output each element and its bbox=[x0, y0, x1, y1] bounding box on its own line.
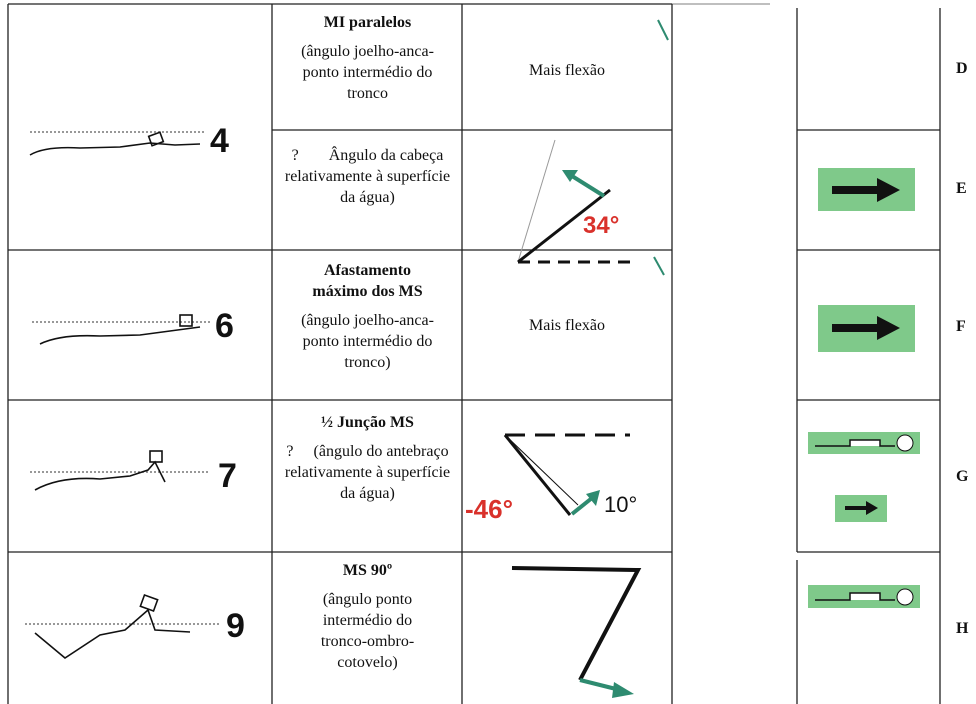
figure-number: 4 bbox=[210, 122, 229, 160]
swimmer-figures-part bbox=[147, 131, 165, 147]
description: Afastamento máximo dos MS (ângulo joelho… bbox=[280, 260, 455, 373]
figure-number: 9 bbox=[226, 607, 245, 645]
figure-number: 6 bbox=[215, 307, 234, 345]
green-indicators-part bbox=[896, 588, 914, 606]
description-detail: (ângulo joelho-anca-ponto intermédio do … bbox=[301, 312, 434, 371]
angle-diagrams-part bbox=[517, 188, 611, 264]
angle-diagrams-part bbox=[562, 170, 578, 182]
result: Mais flexão bbox=[529, 62, 605, 79]
angle-label: 10° bbox=[604, 492, 638, 517]
description-title: MS 90º bbox=[342, 562, 393, 579]
angle-diagrams-part bbox=[586, 490, 600, 506]
angle-diagrams-part bbox=[612, 682, 634, 698]
swimmer-figures-part bbox=[34, 608, 191, 659]
description-detail: (ângulo ponto intermédio do tronco-ombro… bbox=[320, 591, 415, 671]
angle-label: 34° bbox=[583, 212, 620, 239]
swimmer-figures-part bbox=[179, 314, 193, 327]
description-detail: (ângulo joelho-anca-ponto intermédio do … bbox=[301, 43, 434, 102]
green-indicators-part bbox=[832, 178, 900, 202]
angle-diagrams-part bbox=[511, 566, 642, 681]
description-detail: Ângulo da cabeça relativamente à superfí… bbox=[284, 147, 451, 206]
description: ½ Junção MS ? (ângulo do antebraço relati… bbox=[280, 412, 455, 504]
description: ? Ângulo da cabeça relativamente à superf… bbox=[280, 145, 455, 208]
green-indicators-part bbox=[815, 439, 895, 447]
swimmer-figures-part bbox=[139, 593, 159, 613]
description: MI paralelos (ângulo joelho-anca-ponto i… bbox=[280, 12, 455, 104]
result: Mais flexão bbox=[529, 317, 605, 334]
green-indicators-part bbox=[845, 501, 878, 515]
row-letter: E bbox=[956, 180, 967, 197]
row-letter: G bbox=[956, 468, 969, 485]
angle-diagrams-part bbox=[503, 434, 572, 516]
swimmer-figures bbox=[25, 131, 220, 659]
description-title: ½ Junção MS bbox=[321, 414, 414, 431]
angle-label: -46° bbox=[465, 494, 513, 524]
angle-diagrams-part bbox=[504, 434, 579, 506]
row-letter: H bbox=[956, 620, 969, 637]
green-indicators-part bbox=[815, 592, 895, 601]
angle-diagrams-part bbox=[653, 256, 665, 276]
swimmer-figures-part bbox=[39, 326, 201, 345]
marker: ? bbox=[291, 147, 299, 164]
description-title: MI paralelos bbox=[323, 14, 412, 31]
angle-diagrams-part bbox=[517, 139, 556, 263]
table-lines bbox=[7, 3, 941, 704]
description: MS 90º (ângulo ponto intermédio do tronc… bbox=[280, 560, 455, 673]
description-title: Afastamento máximo dos MS bbox=[312, 262, 423, 300]
green-indicators-part bbox=[832, 316, 900, 340]
marker: ? bbox=[286, 443, 294, 460]
figure-number: 7 bbox=[218, 457, 237, 495]
row-letter: D bbox=[956, 60, 968, 77]
swimmer-figures-part bbox=[34, 460, 166, 491]
description-detail: (ângulo do antebraço relativamente à sup… bbox=[284, 443, 451, 502]
swimmer-figures-part bbox=[29, 142, 201, 156]
angle-diagrams-part bbox=[570, 174, 606, 198]
row-letter: F bbox=[956, 318, 966, 335]
green-indicators bbox=[808, 168, 920, 608]
swimmer-figures-part bbox=[149, 450, 163, 463]
angle-diagrams-part bbox=[570, 496, 594, 516]
green-indicators-part bbox=[896, 434, 914, 452]
angle-diagrams bbox=[503, 19, 669, 698]
angle-diagrams-part bbox=[657, 19, 669, 41]
